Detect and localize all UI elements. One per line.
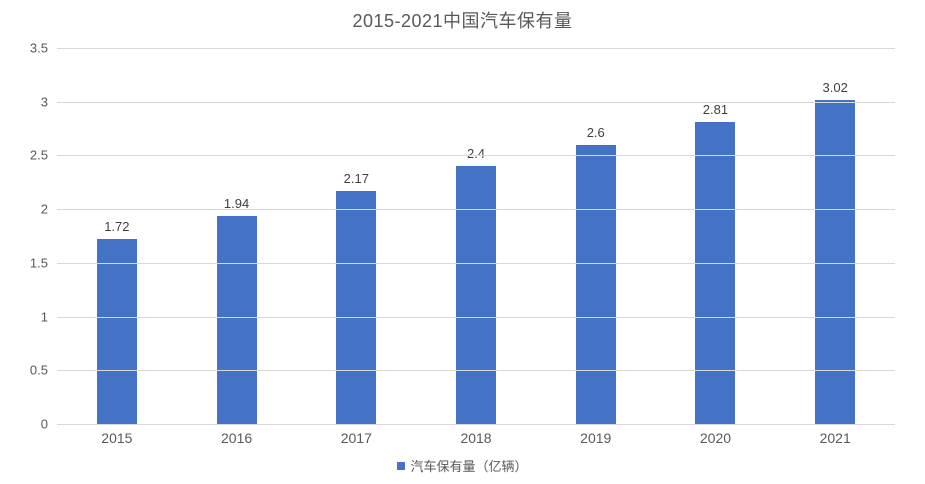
bar-value-label: 1.72 [104, 219, 130, 235]
bar-group: 2.81 [656, 102, 776, 424]
y-axis-tick-label: 0 [40, 416, 48, 432]
bar-2021 [815, 99, 856, 424]
bar-value-label: 2.81 [702, 102, 729, 118]
chart-title: 2015-2021中国汽车保有量 [352, 11, 573, 31]
plot-area: 1.72 1.94 2.17 2.4 2.6 2.81 3.02 0 0.5 1 1.5 2 2.5 3… [30, 41, 895, 432]
bar-value-label: 3.02 [822, 79, 848, 95]
y-axis-tick-label: 0.5 [29, 362, 48, 378]
bar-2018 [456, 166, 497, 424]
gridline [57, 370, 895, 372]
bar-group: 2.4 [416, 146, 536, 424]
legend: 汽车保有量（亿辆） [0, 456, 925, 475]
x-axis-tick-label: 2017 [340, 430, 372, 446]
bar-group: 1.72 [57, 219, 177, 424]
bars-row: 1.72 1.94 2.17 2.4 2.6 2.81 3.02 [57, 48, 895, 424]
bar-2015 [96, 239, 137, 424]
y-axis-tick-label: 3.5 [29, 40, 48, 56]
x-axis: 2015 2016 2017 2018 2019 2020 2021 [57, 430, 895, 446]
bar-value-label: 2.6 [586, 124, 605, 140]
y-axis-tick-label: 2.5 [29, 147, 48, 163]
y-axis-tick-label: 1 [40, 309, 48, 325]
bar-value-label: 1.94 [223, 195, 250, 211]
gridline [57, 262, 895, 264]
bar-group: 1.94 [177, 196, 297, 424]
legend-square-icon [397, 461, 406, 470]
gridline [57, 209, 895, 211]
bar-2020 [695, 122, 736, 424]
gridline [57, 155, 895, 157]
legend-label: 汽车保有量（亿辆） [410, 459, 528, 474]
gridline [57, 424, 895, 425]
x-axis-tick-label: 2019 [580, 430, 612, 446]
bar-2017 [336, 190, 377, 424]
bar-value-label: 2.17 [343, 170, 369, 186]
y-axis-tick-label: 1.5 [29, 255, 48, 271]
x-axis-tick-label: 2021 [819, 430, 851, 446]
x-axis-tick-label: 2015 [101, 430, 133, 446]
x-axis-tick-label: 2020 [699, 430, 732, 446]
y-axis-tick-label: 2 [40, 201, 48, 217]
y-axis-tick-label: 3 [40, 94, 48, 110]
bar-2016 [216, 215, 257, 424]
bar-2019 [575, 144, 616, 424]
gridline [57, 316, 895, 318]
bar-group: 2.6 [536, 125, 656, 424]
x-axis-tick-label: 2016 [221, 430, 253, 446]
x-axis-tick-label: 2018 [460, 430, 492, 446]
gridline [57, 101, 895, 103]
bar-group: 3.02 [775, 80, 895, 424]
gridline [57, 48, 895, 49]
bar-value-label: 2.4 [466, 146, 486, 162]
bar-group: 2.17 [296, 171, 416, 424]
